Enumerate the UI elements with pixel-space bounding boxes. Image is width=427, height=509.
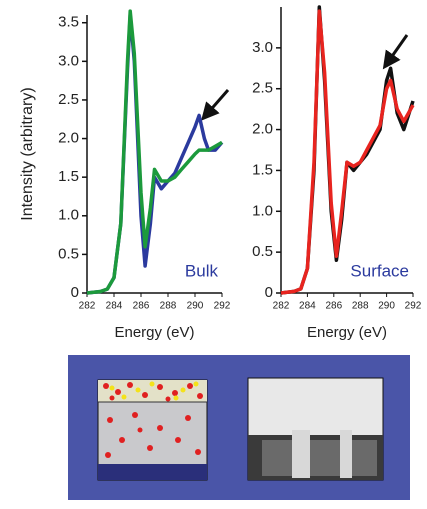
arrow: [382, 34, 409, 70]
series-line: [280, 5, 415, 295]
y-tick-label: 0.5: [58, 245, 79, 262]
x-tick-label: 292: [405, 301, 422, 312]
y-tick-label: 2.0: [58, 130, 79, 147]
y-tick-label: 0.5: [252, 243, 273, 260]
x-tick-label: 282: [273, 301, 290, 312]
x-tick-label: 286: [325, 301, 342, 312]
x-tick-label: 282: [79, 301, 96, 312]
x-axis-label: Energy (eV): [307, 324, 387, 341]
x-tick-label: 288: [160, 301, 177, 312]
y-tick-label: 2.5: [252, 80, 273, 97]
y-tick-label: 0: [71, 284, 79, 301]
x-tick-label: 284: [106, 301, 123, 312]
arrow: [201, 89, 230, 121]
y-tick-label: 3.0: [252, 39, 273, 56]
y-tick-label: 1.5: [58, 168, 79, 185]
y-tick-label: 3.5: [58, 14, 79, 31]
x-tick-label: 284: [299, 301, 316, 312]
x-tick-label: 288: [352, 301, 369, 312]
series-line: [280, 9, 415, 295]
y-tick-label: 1.0: [252, 202, 273, 219]
annotation: Surface: [350, 261, 409, 280]
x-tick-label: 292: [214, 301, 231, 312]
x-axis-label: Energy (eV): [114, 324, 194, 341]
x-tick-label: 290: [378, 301, 395, 312]
y-tick-label: 2.5: [58, 91, 79, 108]
schematic-panel: [68, 355, 410, 500]
y-tick-label: 1.5: [252, 161, 273, 178]
y-tick-label: 1.0: [58, 207, 79, 224]
series-line: [86, 13, 224, 295]
y-tick-label: 3.0: [58, 52, 79, 69]
y-tick-label: 2.0: [252, 121, 273, 138]
y-axis-label: Intensity (arbitrary): [19, 87, 36, 220]
annotation: Bulk: [185, 261, 219, 280]
x-tick-label: 290: [187, 301, 204, 312]
series-line: [86, 9, 223, 295]
x-tick-label: 286: [133, 301, 150, 312]
y-tick-label: 0: [265, 284, 273, 301]
